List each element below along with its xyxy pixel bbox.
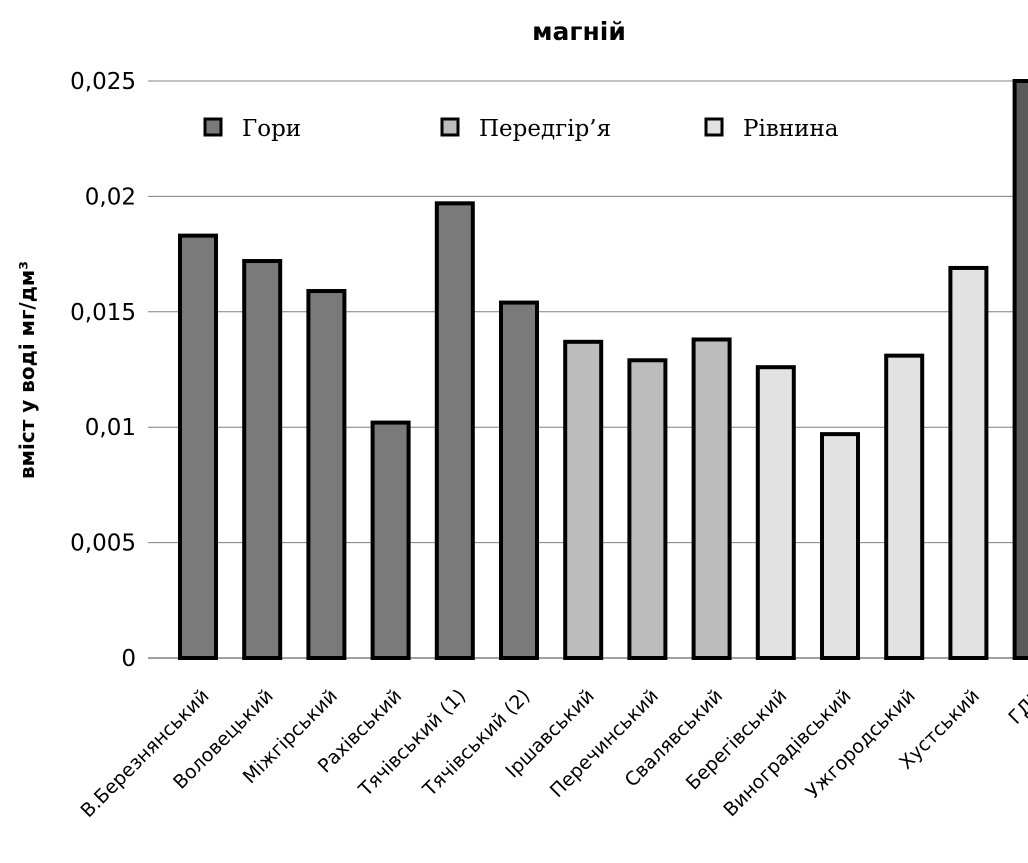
x-tick-label: Ужгородський [802, 685, 920, 803]
x-tick-labels: В.БерезнянськийВоловецькийМіжгірськийРах… [77, 685, 1028, 822]
y-tick-label: 0,02 [85, 184, 136, 210]
chart-title: магній [532, 17, 626, 46]
bar [434, 201, 475, 660]
y-tick-label: 0 [121, 646, 136, 672]
y-tick-label: 0,015 [70, 300, 136, 326]
bar [242, 259, 283, 660]
x-tick-label: Тячівський (2) [418, 685, 534, 801]
legend-swatch [704, 117, 724, 137]
x-tick-label: Тячівський (1) [354, 685, 470, 801]
y-tick-label: 0,005 [70, 531, 136, 557]
y-axis-label: вміст у воді мг/дм³ [15, 261, 39, 479]
bars [178, 79, 1028, 661]
bar [691, 337, 732, 660]
bar [820, 432, 860, 660]
y-tick-label: 0,025 [70, 69, 136, 95]
y-tick-label: 0,01 [85, 415, 136, 441]
bar [563, 339, 604, 660]
legend-swatch [203, 117, 223, 137]
bar [884, 353, 925, 660]
bar [1012, 79, 1028, 660]
y-tick-labels: 0 0,005 0,01 0,015 0,02 0,025 [70, 69, 136, 672]
x-tick-label: ГДК [1004, 685, 1028, 729]
bar [627, 358, 668, 660]
bar [948, 265, 989, 660]
legend-label: Гори [242, 116, 301, 142]
legend: Гори Передгір’я Рівнина [203, 116, 839, 142]
bar [370, 420, 411, 661]
bar [499, 300, 539, 660]
bar [178, 233, 218, 661]
legend-label: Передгір’я [479, 116, 611, 142]
legend-label: Рівнина [743, 116, 839, 142]
x-tick-label: Перечинський [546, 685, 663, 802]
bar [755, 365, 796, 660]
legend-swatch [440, 117, 460, 137]
bar [306, 289, 347, 660]
